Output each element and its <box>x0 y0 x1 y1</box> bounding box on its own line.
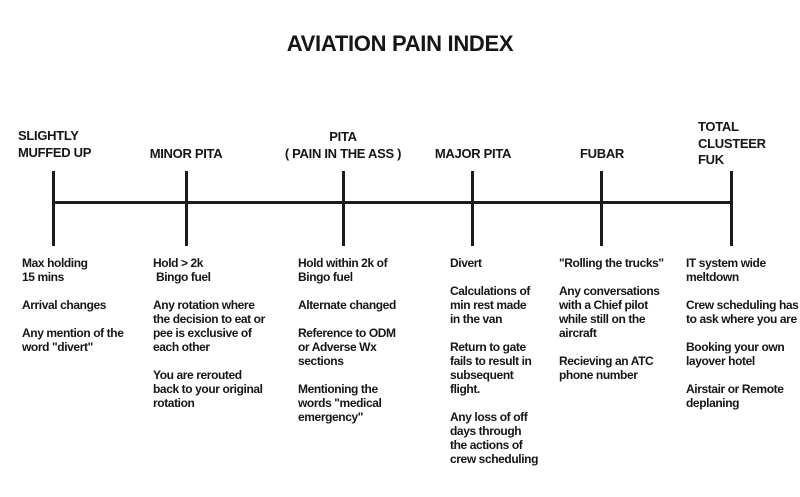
pain-item: "Rolling the trucks" <box>559 256 664 270</box>
pain-item: You are rerouted back to your original r… <box>153 368 263 410</box>
level-label-slightly-muffed-up: SLIGHTLY MUFFED UP <box>18 128 92 160</box>
pain-item: Return to gate fails to result in subseq… <box>450 340 532 396</box>
tick-mark-major-pita <box>471 171 474 246</box>
pain-item: IT system wide meltdown <box>686 256 766 284</box>
level-items-pita: Hold within 2k of Bingo fuel Alternate c… <box>298 256 428 438</box>
pain-item: Airstair or Remote deplaning <box>686 382 784 410</box>
pain-item: Booking your own layover hotel <box>686 340 785 368</box>
pain-item: Any conversations with a Chief pilot whi… <box>559 284 660 340</box>
level-label-fubar: FUBAR <box>580 146 624 161</box>
pain-item: Any rotation where the decision to eat o… <box>153 298 265 354</box>
pain-item: Max holding 15 mins <box>22 256 88 284</box>
tick-mark-slightly-muffed-up <box>52 171 55 246</box>
level-items-total-clusteer-fuk: IT system wide meltdown Crew scheduling … <box>686 256 800 424</box>
pain-item: Any loss of off days through the actions… <box>450 410 539 466</box>
tick-mark-total-clusteer-fuk <box>730 171 733 246</box>
pain-item: Hold within 2k of Bingo fuel <box>298 256 388 284</box>
tick-mark-pita <box>342 171 345 246</box>
pain-item: Mentioning the words "medical emergency" <box>298 382 382 424</box>
pain-item: Any mention of the word "divert" <box>22 326 124 354</box>
level-items-minor-pita: Hold > 2k Bingo fuel Any rotation where … <box>153 256 285 424</box>
pain-item: Arrival changes <box>22 298 107 312</box>
pain-item: Crew scheduling has to ask where you are <box>686 298 799 326</box>
pain-item: Hold > 2k Bingo fuel <box>153 256 211 284</box>
tick-mark-fubar <box>600 171 603 246</box>
level-label-major-pita: MAJOR PITA <box>434 146 512 161</box>
tick-mark-minor-pita <box>185 171 188 246</box>
pain-item: Calculations of min rest made in the van <box>450 284 531 326</box>
level-items-slightly-muffed-up: Max holding 15 mins Arrival changes Any … <box>22 256 154 368</box>
level-label-pita: PITA ( PAIN IN THE ASS ) <box>284 129 402 161</box>
scale-axis-line <box>52 201 733 204</box>
pain-item: Alternate changed <box>298 298 396 312</box>
pain-item: Recieving an ATC phone number <box>559 354 654 382</box>
diagram-title: AVIATION PAIN INDEX <box>286 31 514 56</box>
level-items-major-pita: Divert Calculations of min rest made in … <box>450 256 558 480</box>
level-label-total-clusteer-fuk: TOTAL CLUSTEER FUK <box>698 119 766 167</box>
pain-item: Reference to ODM or Adverse Wx sections <box>298 326 396 368</box>
level-label-minor-pita: MINOR PITA <box>149 146 223 161</box>
pain-item: Divert <box>450 256 482 270</box>
level-items-fubar: "Rolling the trucks" Any conversations w… <box>559 256 685 396</box>
